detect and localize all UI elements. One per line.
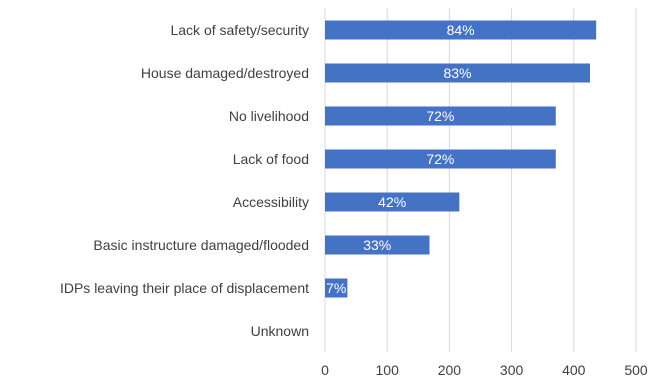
x-tick-label-200: 200: [438, 362, 462, 378]
bar-4: [325, 192, 460, 212]
data-label-5: 33%: [363, 237, 391, 253]
x-tick-label-100: 100: [376, 362, 400, 378]
data-label-0: 84%: [447, 22, 475, 38]
category-label-0: Lack of safety/security: [170, 22, 309, 38]
x-tick-label-0: 0: [321, 362, 329, 378]
x-axis-tick-labels: 0 100 200 300 400 500: [321, 362, 648, 378]
bar-6: [325, 278, 348, 298]
bar-0: [325, 20, 597, 40]
x-tick-label-300: 300: [500, 362, 524, 378]
bar-5: [325, 235, 430, 255]
category-label-5: Basic instructure damaged/flooded: [93, 237, 309, 253]
data-label-6: 7%: [326, 280, 346, 296]
gridlines: [324, 8, 637, 352]
category-labels: Lack of safety/security House damaged/des…: [60, 22, 309, 339]
category-label-2: No livelihood: [229, 108, 309, 124]
category-label-6: IDPs leaving their place of displacement: [60, 280, 309, 296]
category-label-7: Unknown: [251, 323, 309, 339]
bars: [325, 20, 597, 298]
x-tick-label-500: 500: [624, 362, 648, 378]
category-label-3: Lack of food: [233, 151, 309, 167]
data-labels: 84% 83% 72% 72% 42% 33% 7%: [326, 22, 475, 296]
data-label-3: 72%: [426, 151, 454, 167]
category-label-4: Accessibility: [233, 194, 309, 210]
category-label-1: House damaged/destroyed: [141, 65, 309, 81]
data-label-1: 83%: [443, 65, 471, 81]
bar-2: [325, 106, 556, 126]
x-tick-label-400: 400: [562, 362, 586, 378]
data-label-4: 42%: [378, 194, 406, 210]
data-label-2: 72%: [426, 108, 454, 124]
bar-1: [325, 63, 590, 83]
bar-3: [325, 149, 556, 169]
